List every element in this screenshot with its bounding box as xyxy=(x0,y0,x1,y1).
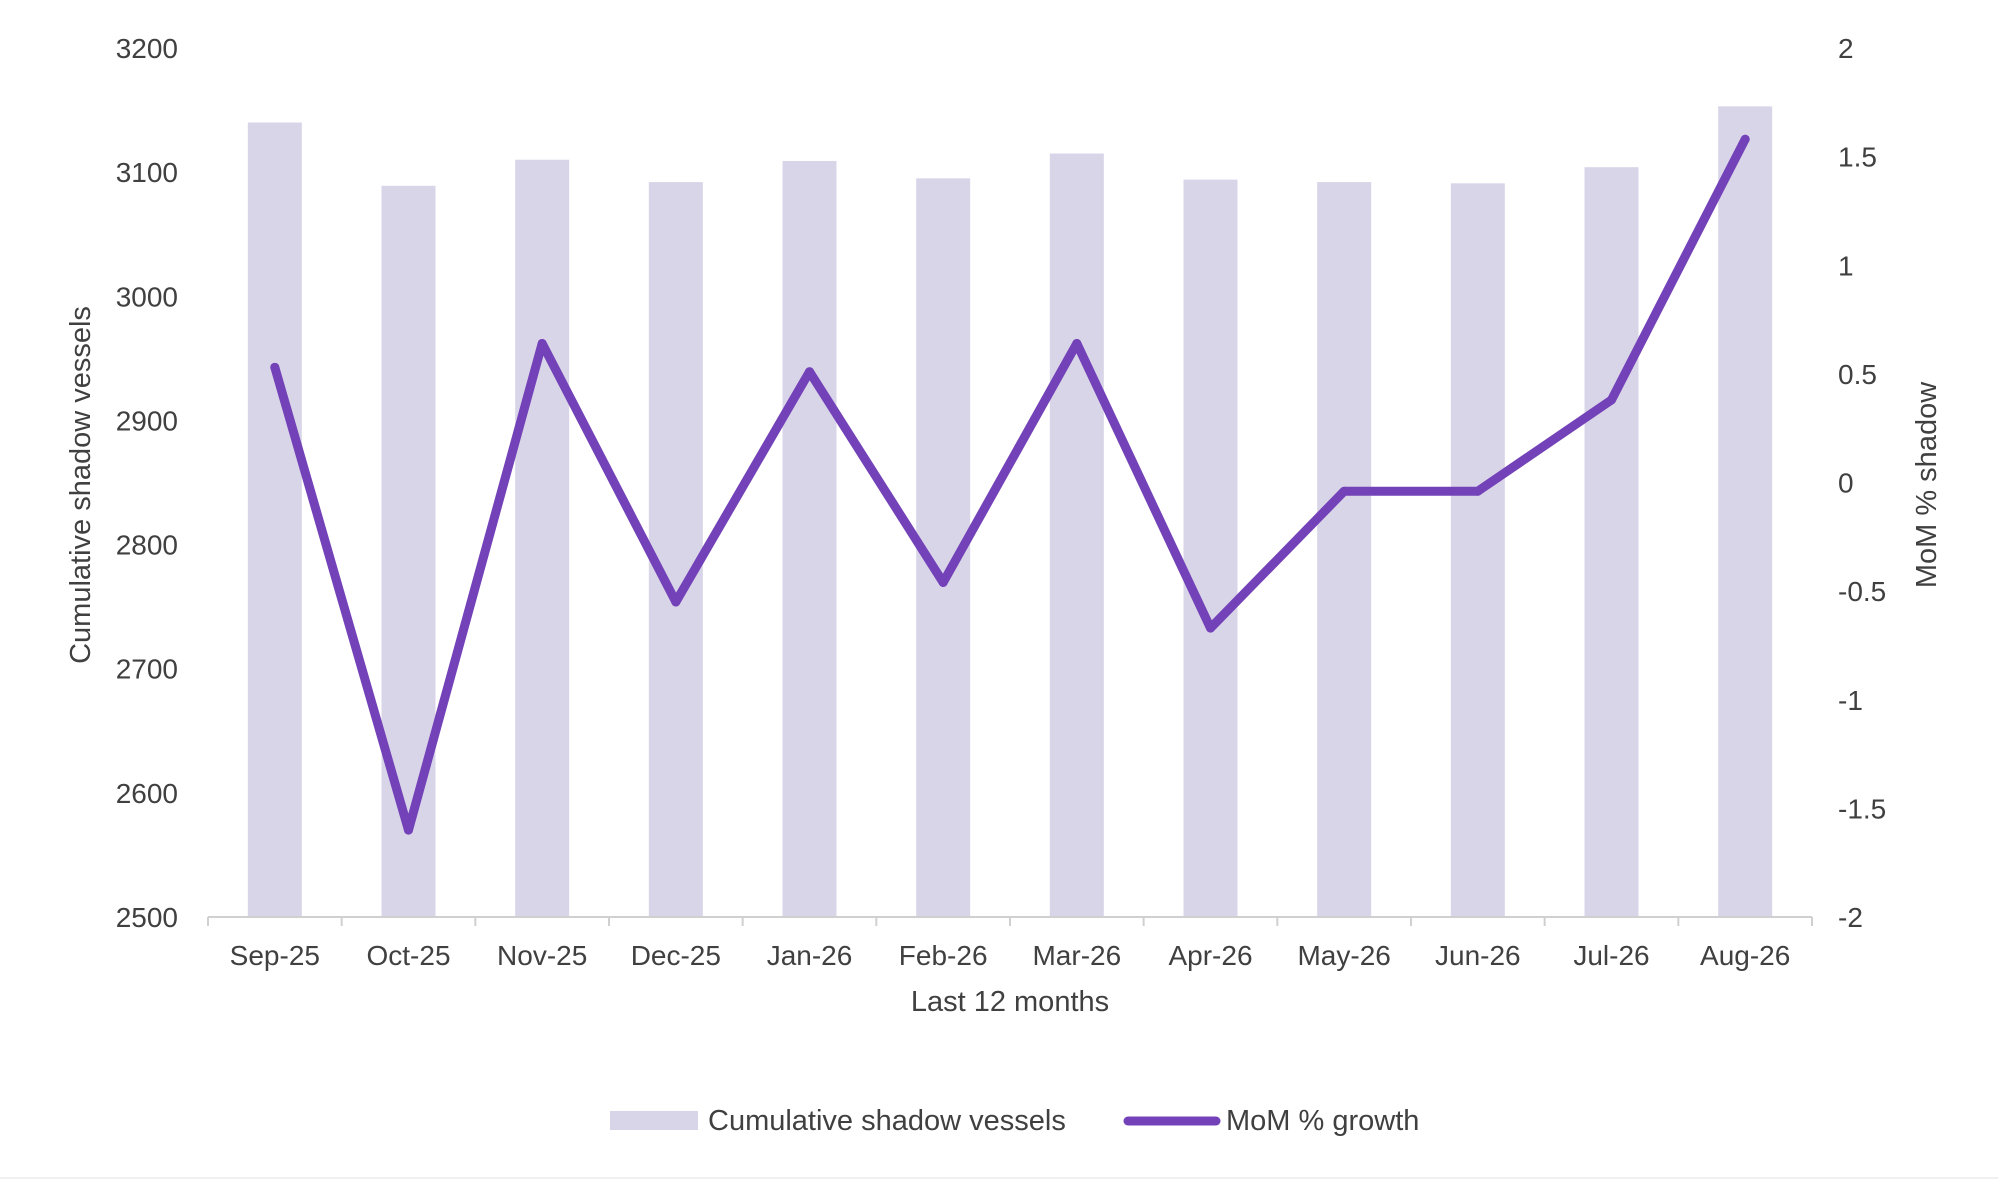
x-axis xyxy=(207,916,1813,926)
y-left-tick-label: 3100 xyxy=(116,157,178,188)
bar-mar-26 xyxy=(1049,153,1104,917)
x-tick-label: Oct-25 xyxy=(366,940,450,971)
line-point-jan-26 xyxy=(805,367,814,377)
bar-oct-25 xyxy=(381,185,436,917)
x-axis-title: Last 12 months xyxy=(911,986,1109,1018)
bar-nov-25 xyxy=(515,159,570,917)
line-point-oct-25 xyxy=(404,825,413,835)
bar-apr-26 xyxy=(1183,179,1238,917)
line-point-sep-25 xyxy=(270,362,280,372)
y-axis-left-ticks: 2500 2600 2700 2800 2900 3000 3100 3200 xyxy=(116,33,178,933)
x-tick-label: Nov-25 xyxy=(497,940,587,971)
x-tick-label: Aug-26 xyxy=(1700,940,1790,971)
x-tick-label: Jun-26 xyxy=(1435,940,1521,971)
y-right-tick-label: 1.5 xyxy=(1838,142,1877,173)
legend-label-bar: Cumulative shadow vessels xyxy=(708,1105,1066,1137)
line-series-mom-growth xyxy=(270,134,1750,835)
y-right-tick-label: -1.5 xyxy=(1838,793,1886,824)
line-point-jul-26 xyxy=(1607,395,1616,405)
y-axis-right-title: MoM % shadow xyxy=(1911,381,1943,588)
bar-series-cumulative-shadow-vessels xyxy=(247,106,1773,918)
x-tick-label: Jul-26 xyxy=(1573,940,1649,971)
x-tick-label: Mar-26 xyxy=(1032,940,1121,971)
line-point-apr-26 xyxy=(1206,623,1215,633)
line-point-aug-26 xyxy=(1740,134,1750,144)
y-right-tick-label: 1 xyxy=(1838,250,1854,281)
x-tick-label: Feb-26 xyxy=(899,940,988,971)
bar-jun-26 xyxy=(1450,183,1505,917)
y-right-tick-label: 0 xyxy=(1838,468,1854,499)
line-point-dec-25 xyxy=(671,597,681,607)
y-right-tick-label: 2 xyxy=(1838,33,1854,64)
bar-jul-26 xyxy=(1584,167,1639,918)
x-tick-label: Jan-26 xyxy=(767,940,853,971)
mom-growth-line xyxy=(270,134,1750,835)
legend-swatch-bar xyxy=(610,1111,698,1130)
legend-label-line: MoM % growth xyxy=(1226,1105,1419,1137)
line-point-feb-26 xyxy=(938,577,948,587)
y-left-tick-label: 2600 xyxy=(116,778,178,809)
y-left-tick-label: 2500 xyxy=(116,902,178,933)
y-left-tick-label: 3000 xyxy=(116,281,178,312)
y-left-tick-label: 2700 xyxy=(116,654,178,685)
y-right-tick-label: -1 xyxy=(1838,685,1863,716)
y-axis-right-ticks: -2 -1.5 -1 -0.5 0 0.5 1 1.5 2 xyxy=(1838,33,1886,933)
line-point-jun-26 xyxy=(1473,486,1483,496)
line-point-mar-26 xyxy=(1072,338,1082,348)
bar-dec-25 xyxy=(648,182,703,917)
y-left-tick-label: 3200 xyxy=(116,33,178,64)
bar-may-26 xyxy=(1317,182,1372,917)
x-tick-label: Apr-26 xyxy=(1168,940,1252,971)
line-point-nov-25 xyxy=(537,338,547,348)
x-axis-tick-labels: Sep-25 Oct-25 Nov-25 Dec-25 Jan-26 Feb-26 Mar-… xyxy=(230,940,1791,971)
y-left-tick-label: 2800 xyxy=(116,530,178,561)
x-tick-label: Dec-25 xyxy=(631,940,721,971)
y-right-tick-label: -2 xyxy=(1838,902,1863,933)
legend: Cumulative shadow vessels MoM % growth xyxy=(610,1105,1419,1137)
bar-sep-25 xyxy=(247,122,302,917)
bar-aug-26 xyxy=(1718,106,1773,917)
x-tick-label: May-26 xyxy=(1297,940,1390,971)
x-tick-label: Sep-25 xyxy=(230,940,320,971)
bar-jan-26 xyxy=(782,160,837,918)
y-axis-left-title: Cumulative shadow vessels xyxy=(65,306,97,664)
line-point-may-26 xyxy=(1339,486,1349,496)
y-left-tick-label: 2900 xyxy=(116,405,178,436)
y-right-tick-label: 0.5 xyxy=(1838,359,1877,390)
y-right-tick-label: -0.5 xyxy=(1838,576,1886,607)
